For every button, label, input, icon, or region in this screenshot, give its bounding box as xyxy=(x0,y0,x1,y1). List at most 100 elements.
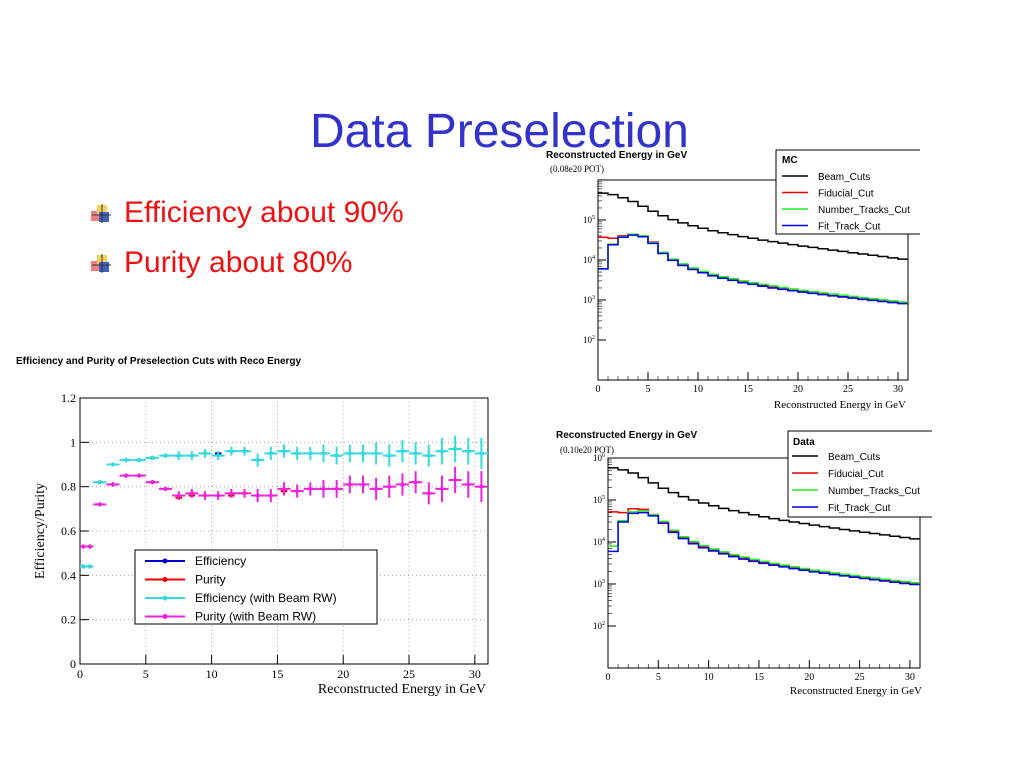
x-tick-label: 20 xyxy=(793,384,803,395)
data-point xyxy=(216,493,220,498)
data-point xyxy=(387,453,392,458)
bullet-text: Efficiency about 90% xyxy=(124,196,404,229)
legend-label: Efficiency (with Beam RW) xyxy=(195,591,337,605)
data-point xyxy=(374,487,378,491)
x-tick-label: 15 xyxy=(754,672,764,683)
data-point xyxy=(321,487,326,491)
data-point xyxy=(229,449,234,453)
legend-marker xyxy=(162,577,168,582)
legend-label: Purity xyxy=(195,573,226,587)
data-point xyxy=(321,451,326,456)
mc-histogram-title: Reconstructed Energy in GeV xyxy=(546,150,687,161)
data-legend-title: Data xyxy=(793,437,815,448)
data-point xyxy=(150,456,155,460)
data-histogram-title: Reconstructed Energy in GeV xyxy=(556,430,697,441)
x-tick-label: 25 xyxy=(855,672,865,683)
data-point xyxy=(361,482,365,487)
data-point xyxy=(137,473,142,478)
x-tick-label: 5 xyxy=(143,667,149,681)
data-legend: Data Beam_Cuts Fiducial_Cut Number_Tracks_… xyxy=(787,430,932,518)
data-point xyxy=(242,491,247,496)
y-tick-label: 103 xyxy=(593,579,605,589)
mc-histogram-panel: Reconstructed Energy in GeV (0.08e20 POT… xyxy=(546,149,920,411)
data-point xyxy=(413,451,418,456)
data-point xyxy=(81,544,86,549)
data-point xyxy=(81,564,86,569)
legend-marker xyxy=(162,595,168,601)
data-histogram-series xyxy=(608,467,920,586)
data-point xyxy=(479,451,484,456)
x-tick-label: 20 xyxy=(804,672,814,683)
data-y-ticks: 102 103 104 105 106 xyxy=(593,453,616,631)
data-point xyxy=(269,493,273,498)
data-point xyxy=(124,473,128,478)
y-tick-label: 1 xyxy=(70,435,76,449)
x-tick-label: 25 xyxy=(403,667,415,681)
y-tick-exponent: 6 xyxy=(602,453,605,459)
data-point xyxy=(163,453,168,458)
y-tick-label: 0.8 xyxy=(61,480,76,494)
efficiency-legend: Efficiency Purity Efficiency (with Beam RW… xyxy=(134,549,378,625)
y-tick-label: 103 xyxy=(583,295,595,305)
data-point xyxy=(88,544,92,549)
x-tick-label: 10 xyxy=(693,384,703,395)
data-point xyxy=(190,453,194,458)
legend-label: Fit_Track_Cut xyxy=(818,222,881,233)
x-tick-label: 5 xyxy=(656,672,661,683)
legend-label: Fiducial_Cut xyxy=(818,189,874,200)
data-point xyxy=(440,487,444,491)
y-tick-exponent: 3 xyxy=(592,295,595,301)
y-tick-label: 104 xyxy=(583,255,595,265)
legend-label: Fiducial_Cut xyxy=(828,469,884,480)
legend-label: Beam_Cuts xyxy=(818,172,870,183)
mc-plot-frame xyxy=(597,179,909,381)
data-point xyxy=(97,480,102,485)
histogram-line-fiducial_cut xyxy=(598,233,908,304)
data-point xyxy=(176,493,181,498)
data-x-ticks: 0 5 10 15 20 25 30 xyxy=(606,660,921,683)
data-point xyxy=(150,480,155,485)
data-point xyxy=(111,482,115,487)
mc-x-ticks: 0 5 10 15 20 25 30 xyxy=(596,372,909,395)
data-point xyxy=(308,487,313,491)
legend-marker xyxy=(162,614,168,619)
data-point xyxy=(97,502,102,507)
y-tick-label: 0 xyxy=(70,657,76,671)
histogram-line-number_tracks_cut xyxy=(598,233,908,303)
x-tick-label: 10 xyxy=(704,672,714,683)
efficiency-series xyxy=(80,435,488,569)
data-point xyxy=(190,491,194,496)
data-point xyxy=(466,449,471,453)
x-tick-label: 25 xyxy=(843,384,853,395)
x-tick-label: 30 xyxy=(469,667,481,681)
mc-histogram-series xyxy=(598,192,908,305)
data-point xyxy=(308,451,313,456)
bullet-list: Efficiency about 90% Purity about 80% xyxy=(90,188,404,288)
data-point xyxy=(374,451,378,456)
data-point xyxy=(466,482,471,487)
data-point xyxy=(453,478,457,482)
y-tick-label: 0.6 xyxy=(61,524,76,538)
data-point xyxy=(426,453,431,458)
y-tick-exponent: 2 xyxy=(602,621,605,627)
data-point xyxy=(203,493,207,498)
data-point xyxy=(295,489,299,493)
data-point xyxy=(282,449,286,453)
histogram-line-fit_track_cut xyxy=(608,511,920,586)
histogram-line-number_tracks_cut xyxy=(608,510,920,584)
data-point xyxy=(295,451,299,456)
bullet-cube-icon xyxy=(90,202,112,224)
data-point xyxy=(348,482,352,487)
legend-label: Purity (with Beam RW) xyxy=(195,610,316,624)
data-x-axis-label: Reconstructed Energy in GeV xyxy=(790,685,922,697)
y-tick-exponent: 3 xyxy=(602,579,605,585)
efficiency-y-axis-label: Efficiency/Purity xyxy=(33,483,48,579)
data-histogram-subtitle: (0.10e20 POT) xyxy=(560,445,614,455)
data-point xyxy=(163,487,168,491)
x-tick-label: 20 xyxy=(337,667,349,681)
legend-label: Number_Tracks_Cut xyxy=(828,486,920,497)
x-tick-label: 10 xyxy=(206,667,218,681)
efficiency-chart-title: Efficiency and Purity of Preselection Cu… xyxy=(16,356,302,367)
y-tick-label: 105 xyxy=(593,495,605,505)
data-point xyxy=(479,484,484,489)
